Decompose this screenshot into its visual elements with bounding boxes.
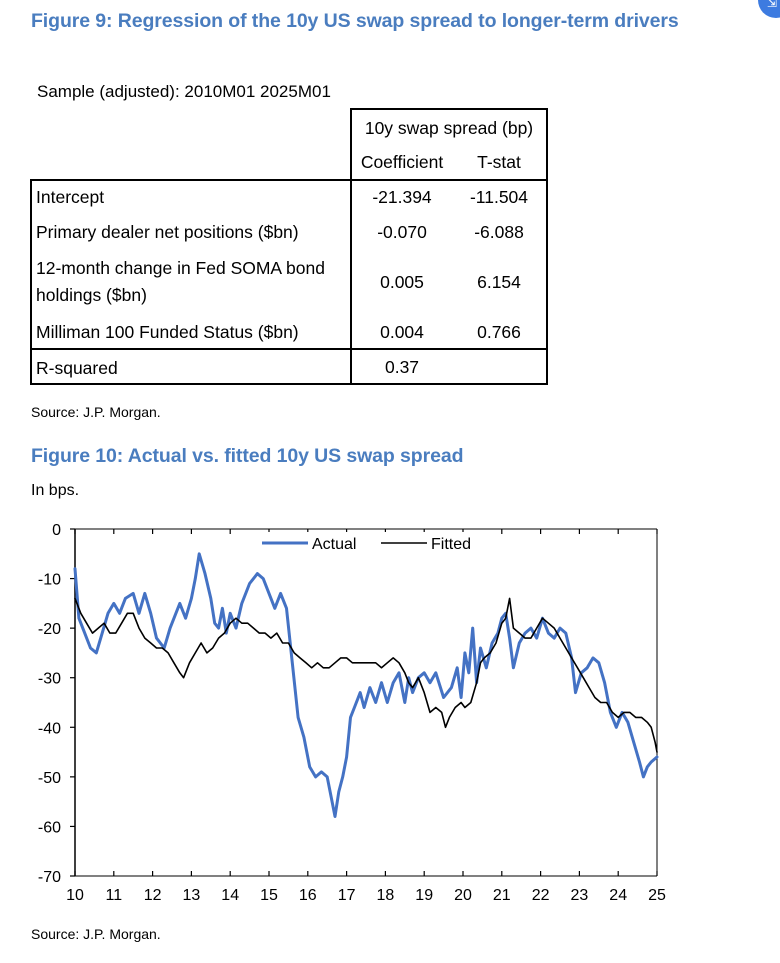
series-line-fitted	[74, 597, 658, 753]
x-tick-label: 10	[66, 887, 84, 904]
rsquared-label: R-squared	[36, 358, 118, 378]
legend: Actual Fitted	[255, 532, 477, 553]
row-label: 12-month change in Fed SOMA bond	[36, 258, 325, 278]
row-coefficient: -0.070	[377, 222, 427, 242]
y-tick-label: -10	[38, 572, 61, 589]
row-tstat: 0.766	[477, 322, 521, 342]
x-tick-label: 24	[609, 887, 627, 904]
row-label: Intercept	[36, 187, 105, 207]
row-label: Primary dealer net positions ($bn)	[36, 222, 299, 242]
y-tick-label: -70	[38, 869, 61, 886]
header-coefficient: Coefficient	[360, 152, 444, 172]
x-tick-label: 20	[454, 887, 472, 904]
figure10-title: Figure 10: Actual vs. fitted 10y US swap…	[31, 445, 464, 467]
x-tick-label: 22	[532, 887, 550, 904]
row-tstat: 6.154	[477, 272, 521, 292]
row-coefficient: 0.004	[380, 322, 424, 342]
y-tick-label: -30	[38, 671, 61, 688]
legend-label-fitted: Fitted	[431, 536, 471, 553]
y-tick-label: 0	[52, 522, 61, 539]
row-label-continued: holdings ($bn)	[36, 285, 147, 305]
table-rsquared-box	[30, 348, 548, 385]
x-tick-label: 16	[299, 887, 317, 904]
header-tstat: T-stat	[477, 152, 521, 172]
x-axis: 10 11 12 13 14 15 16 17 18 19 20 21 22 23 24 25	[66, 529, 666, 904]
series-line-actual	[73, 552, 659, 818]
x-tick-label: 11	[105, 887, 122, 904]
x-tick-label: 21	[493, 887, 511, 904]
legend-background	[255, 532, 477, 552]
x-tick-label: 19	[415, 887, 433, 904]
figure9-source: Source: J.P. Morgan.	[31, 404, 161, 420]
y-tick-label: -50	[38, 770, 61, 787]
x-tick-label: 18	[377, 887, 395, 904]
row-coefficient: -21.394	[372, 187, 432, 207]
row-tstat: -11.504	[469, 187, 529, 207]
x-tick-label: 25	[648, 887, 666, 904]
table-divider	[350, 179, 352, 385]
figure10-source: Source: J.P. Morgan.	[31, 926, 161, 942]
y-tick-label: -40	[38, 720, 61, 737]
row-label: Milliman 100 Funded Status ($bn)	[36, 322, 299, 342]
row-coefficient: 0.005	[380, 272, 424, 292]
legend-label-actual: Actual	[312, 536, 356, 553]
figure9-title: Figure 9: Regression of the 10y US swap …	[31, 10, 679, 32]
header-group: 10y swap spread (bp)	[364, 118, 534, 138]
swap-spread-chart: 0-10-20-30-40-50-60-70 10 11 12 13 14 15 16 17 1…	[38, 522, 666, 904]
series-layer	[73, 552, 659, 818]
x-tick-label: 14	[221, 887, 239, 904]
expand-icon[interactable]: ⇲	[758, 0, 780, 18]
x-tick-label: 12	[144, 887, 162, 904]
y-tick-label: -20	[38, 621, 61, 638]
units-label: In bps.	[31, 482, 80, 499]
x-tick-label: 23	[571, 887, 589, 904]
x-tick-label: 15	[260, 887, 278, 904]
y-tick-label: -60	[38, 819, 61, 836]
x-tick-label: 17	[338, 887, 356, 904]
x-tick-label: 13	[183, 887, 201, 904]
rsquared-value: 0.37	[384, 357, 420, 377]
sample-label: Sample (adjusted): 2010M01 2025M01	[37, 82, 331, 101]
row-tstat: -6.088	[474, 222, 524, 242]
y-axis: 0 -10 -20 -30 -40 -50 -60 -70	[38, 522, 75, 886]
